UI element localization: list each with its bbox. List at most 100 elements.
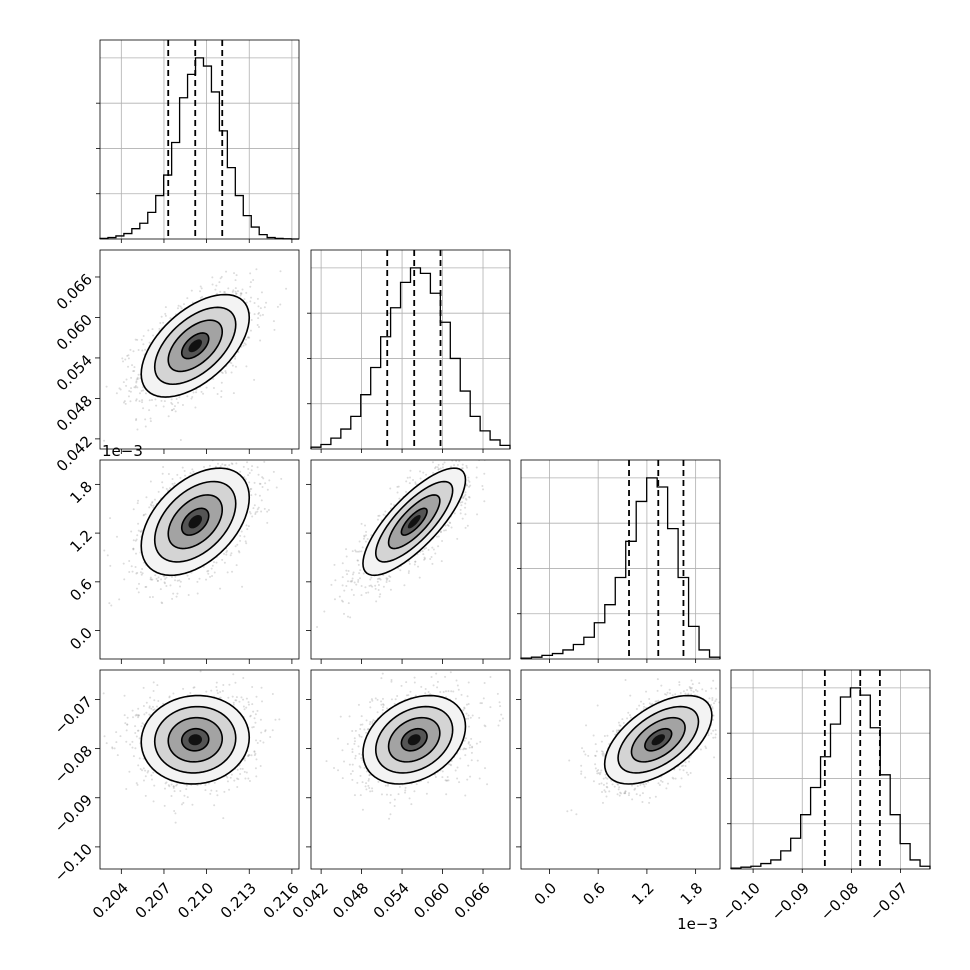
- scatter-point: [191, 395, 194, 398]
- scatter-point: [389, 575, 392, 578]
- scatter-point: [176, 579, 179, 582]
- scatter-point: [231, 570, 234, 573]
- scatter-point: [461, 463, 464, 466]
- scatter-point: [122, 401, 125, 404]
- scatter-point: [132, 547, 135, 550]
- scatter-point: [257, 326, 260, 329]
- scatter-point: [280, 477, 283, 480]
- scatter-point: [135, 381, 138, 384]
- scatter-point: [142, 389, 145, 392]
- scatter-point: [207, 572, 210, 575]
- scatter-point: [174, 410, 177, 413]
- scatter-point: [388, 580, 391, 583]
- scatter-point: [437, 456, 439, 458]
- scatter-point: [417, 565, 420, 568]
- scatter-point: [431, 562, 434, 565]
- scatter-point: [378, 577, 381, 580]
- scatter-point: [128, 571, 131, 574]
- scatter-point: [251, 703, 254, 706]
- scatter-point: [139, 551, 142, 554]
- scatter-point: [134, 386, 137, 389]
- scatter-point: [207, 569, 210, 572]
- scatter-point: [409, 469, 412, 472]
- scatter-point: [181, 403, 184, 406]
- scatter-point: [475, 455, 477, 457]
- scatter-point: [182, 801, 185, 804]
- scatter-point: [212, 386, 215, 389]
- scatter-point: [369, 578, 372, 581]
- scatter-point: [191, 468, 194, 471]
- scatter-point: [341, 584, 344, 587]
- scatter-point: [152, 504, 155, 507]
- scatter-point: [377, 584, 380, 587]
- scatter-point: [378, 514, 381, 517]
- scatter-point: [385, 577, 388, 580]
- scatter-point: [173, 790, 176, 793]
- scatter-point: [149, 417, 152, 420]
- scatter-point: [135, 538, 138, 541]
- scatter-point: [379, 593, 382, 596]
- scatter-point: [462, 497, 465, 500]
- scatter-point: [451, 460, 454, 462]
- scatter-point: [355, 550, 358, 553]
- scatter-point: [235, 292, 238, 295]
- scatter-point: [138, 737, 141, 740]
- scatter-point: [122, 562, 125, 565]
- scatter-point: [258, 482, 261, 485]
- panels-layer: 0.0420.0480.0540.0600.0660.00.61.21.8−0.…: [51, 39, 931, 933]
- scatter-point: [430, 555, 433, 558]
- scatter-point: [262, 477, 265, 480]
- scatter-point: [362, 572, 365, 575]
- scatter-point: [220, 381, 223, 384]
- scatter-point: [437, 468, 440, 471]
- scatter-point: [460, 504, 463, 507]
- histogram-step: [99, 57, 299, 240]
- scatter-point: [467, 453, 469, 455]
- scatter-point: [211, 575, 214, 578]
- scatter-point: [196, 592, 199, 595]
- scatter-point: [105, 742, 108, 745]
- scatter-point: [257, 312, 260, 315]
- scatter-point: [408, 562, 411, 565]
- scatter-point: [265, 301, 268, 304]
- scatter-point: [367, 591, 370, 594]
- scatter-point: [351, 550, 354, 553]
- scatter-point: [252, 279, 255, 282]
- scatter-point: [364, 534, 367, 537]
- scatter-point: [142, 513, 145, 516]
- panel-content: [100, 250, 299, 449]
- scatter-point: [363, 534, 366, 537]
- scatter-point: [241, 585, 244, 588]
- scatter-point: [414, 560, 417, 563]
- scatter-point: [458, 460, 461, 463]
- scatter-point: [388, 575, 391, 578]
- scatter-point: [436, 466, 439, 469]
- scatter-point: [141, 401, 144, 404]
- scatter-point: [258, 494, 261, 497]
- scatter-point: [469, 484, 472, 487]
- scatter-point: [220, 275, 223, 278]
- scatter-point: [449, 521, 452, 524]
- scatter-point: [455, 460, 458, 463]
- scatter-point: [137, 582, 140, 585]
- scatter-point: [245, 291, 248, 294]
- scatter-point: [464, 493, 467, 496]
- scatter-point: [260, 499, 263, 502]
- scatter-point: [231, 463, 234, 466]
- scatter-point: [453, 464, 456, 467]
- scatter-point: [396, 491, 399, 494]
- scatter-point: [447, 524, 450, 527]
- scatter-point: [229, 554, 232, 557]
- scatter-point: [260, 291, 263, 294]
- scatter-point: [135, 378, 138, 381]
- scatter-point: [137, 499, 140, 502]
- scatter-point: [377, 514, 380, 517]
- scatter-point: [234, 355, 237, 358]
- scatter-point: [148, 705, 151, 708]
- scatter-point: [248, 754, 251, 757]
- scatter-point: [440, 560, 443, 563]
- scatter-point: [225, 553, 228, 556]
- scatter-point: [389, 487, 392, 490]
- scatter-point: [248, 510, 251, 513]
- scatter-point: [232, 392, 235, 395]
